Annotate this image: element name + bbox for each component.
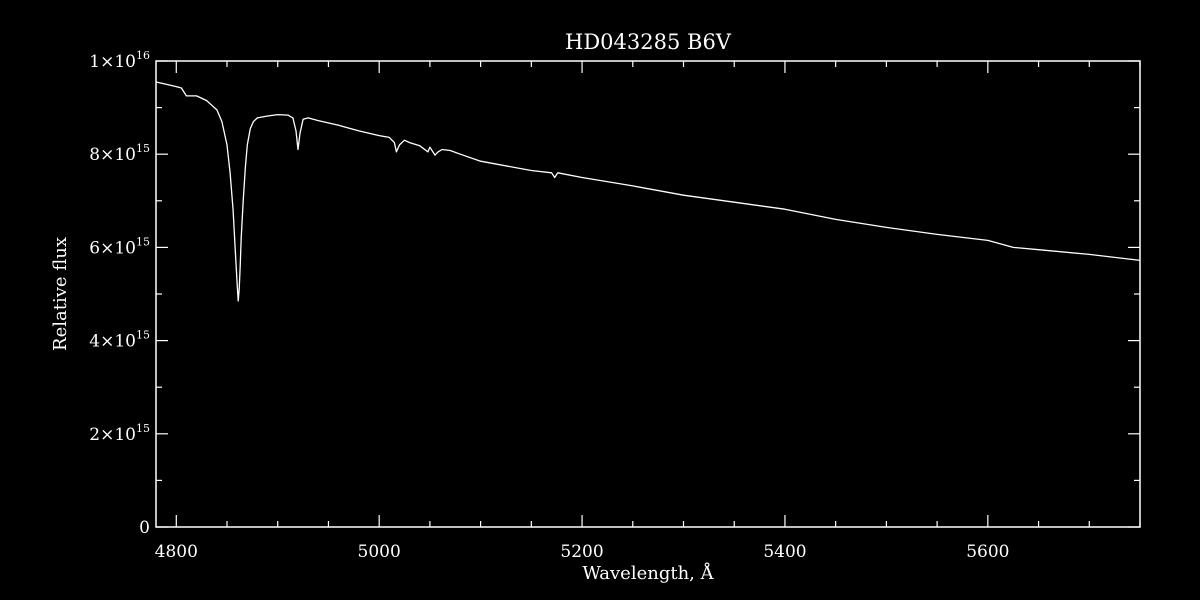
y-tick-exponent: 15 [136, 329, 150, 342]
y-tick-exponent: 15 [136, 422, 150, 435]
y-tick-exponent: 15 [136, 142, 150, 155]
y-tick-label: 8×1015 [89, 142, 150, 165]
x-tick-label: 5600 [966, 542, 1009, 562]
y-tick-label: 4×1015 [89, 329, 150, 352]
y-axis-label: Relative flux [50, 237, 71, 351]
y-tick-mantissa: 6×10 [89, 238, 136, 258]
y-tick-mantissa: 2×10 [89, 425, 136, 445]
y-tick-exponent: 16 [136, 49, 150, 62]
y-tick-exponent: 15 [136, 235, 150, 248]
y-tick-mantissa: 8×10 [89, 145, 136, 165]
y-tick-label: 6×1015 [89, 235, 150, 258]
x-axis-label: Wavelength, Å [582, 562, 714, 584]
x-tick-label: 5000 [358, 542, 401, 562]
x-tick-label: 5200 [560, 542, 603, 562]
x-axis-ticks [175, 61, 1141, 527]
y-axis-ticks [156, 60, 1140, 528]
x-tick-label: 4800 [155, 542, 198, 562]
y-tick-mantissa: 1×10 [89, 52, 136, 72]
y-tick-label: 0 [139, 518, 150, 538]
y-tick-label: 1×1016 [89, 49, 150, 72]
y-tick-mantissa: 4×10 [89, 332, 136, 352]
flux-line [155, 81, 1141, 302]
x-tick-label: 5400 [763, 542, 806, 562]
y-tick-mantissa: 0 [139, 518, 150, 538]
chart-title: HD043285 B6V [565, 30, 732, 54]
plot-frame [155, 60, 1141, 528]
x-axis-tick-labels: 4800 5000 5200 5400 5600 [155, 542, 1010, 562]
y-tick-label: 2×1015 [89, 422, 150, 445]
